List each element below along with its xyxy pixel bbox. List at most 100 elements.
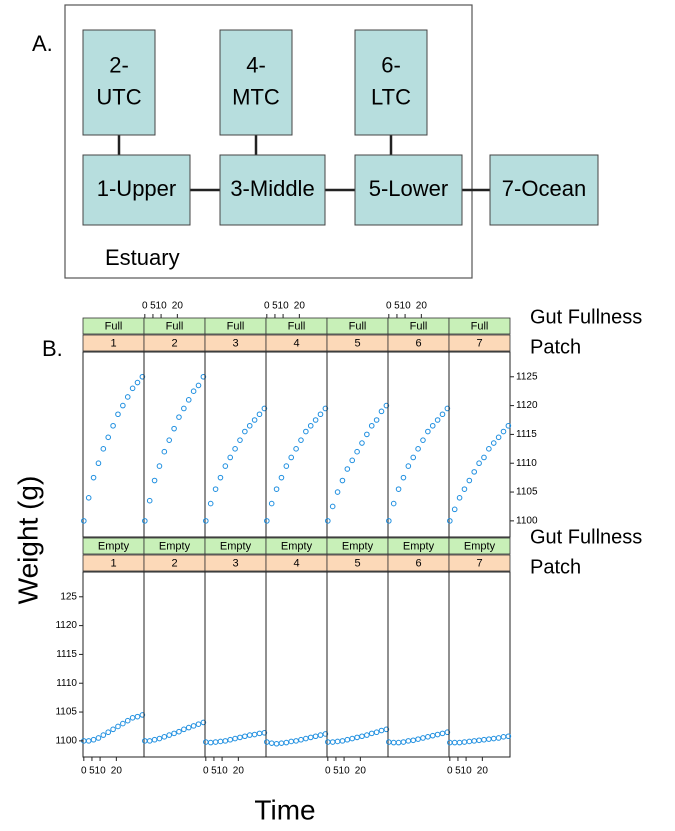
point <box>471 738 478 744</box>
strip-label: Empty <box>220 540 252 552</box>
node-label: 6- <box>381 52 401 77</box>
point <box>203 739 209 745</box>
point <box>439 411 446 418</box>
panel-label: B. <box>42 336 63 361</box>
point <box>378 727 385 734</box>
point <box>129 385 136 392</box>
strip-label: 6 <box>415 557 421 569</box>
node-label: 5-Lower <box>369 176 448 201</box>
strip-label: Empty <box>98 540 130 552</box>
point <box>364 732 370 738</box>
point <box>444 405 451 412</box>
point <box>505 733 512 740</box>
strip-label: Full <box>105 320 123 332</box>
point <box>364 431 370 438</box>
point <box>100 732 107 738</box>
point <box>451 739 458 746</box>
point <box>105 729 112 736</box>
point <box>339 738 346 744</box>
point <box>90 474 97 481</box>
point <box>200 719 207 726</box>
point <box>222 463 229 469</box>
point <box>386 739 392 745</box>
y-tick-label: 1105 <box>516 487 538 498</box>
point <box>495 735 502 741</box>
node-box <box>354 154 463 226</box>
point <box>185 724 192 731</box>
point <box>373 417 380 423</box>
diagram: A. Estuary 2- UTC 4- MTC 6- LTC 1-Upper 3-Middl… <box>32 4 599 279</box>
node-label: LTC <box>371 84 411 109</box>
connectors <box>117 135 490 192</box>
strip-label: 3 <box>232 337 238 349</box>
point <box>256 411 263 418</box>
point <box>156 735 163 742</box>
x-axis-label: Time <box>254 794 315 825</box>
strip-label: Full <box>471 320 489 332</box>
point <box>251 731 258 738</box>
point <box>303 428 309 435</box>
strip-label: Empty <box>159 540 191 552</box>
point <box>444 729 451 736</box>
strip-label: Full <box>227 320 245 332</box>
point <box>349 457 356 464</box>
y-tick-label: 125 <box>60 591 77 602</box>
point <box>373 729 380 736</box>
point <box>425 428 431 435</box>
point <box>195 382 202 389</box>
y-tick-label: 1100 <box>55 736 77 747</box>
strip-label: 4 <box>293 557 299 569</box>
point <box>312 417 319 423</box>
node-box <box>82 29 156 136</box>
point <box>383 726 390 733</box>
node-label: 4- <box>246 52 266 77</box>
strip-label: 5 <box>354 337 360 349</box>
point <box>151 736 158 743</box>
node-label: UTC <box>96 84 141 109</box>
panel-frame <box>448 351 511 538</box>
y-tick-label: 1115 <box>56 649 77 660</box>
node-box <box>354 29 428 136</box>
point <box>115 723 121 730</box>
point <box>120 402 126 409</box>
point <box>222 738 229 744</box>
point <box>212 739 219 745</box>
x-tick-label: 5 <box>455 766 461 777</box>
point <box>166 732 173 738</box>
x-tick-label: 5 <box>272 301 278 312</box>
strip-label: Empty <box>403 540 435 552</box>
point <box>161 448 168 455</box>
point <box>207 500 214 507</box>
x-tick-label: 20 <box>477 766 489 777</box>
point <box>176 414 182 420</box>
point <box>246 422 253 429</box>
strip-label: Empty <box>464 540 496 552</box>
point <box>200 373 207 380</box>
point <box>251 417 258 423</box>
point <box>505 422 512 429</box>
point <box>405 738 412 744</box>
point <box>85 495 92 501</box>
panel-frame <box>387 571 450 758</box>
point <box>461 739 468 745</box>
point <box>115 411 121 418</box>
point <box>325 739 331 745</box>
point <box>429 732 436 739</box>
point <box>456 739 463 746</box>
point <box>227 454 234 461</box>
point <box>390 739 397 746</box>
strip-label: 3 <box>232 557 238 569</box>
point <box>500 428 507 435</box>
point <box>368 422 375 429</box>
y-tick-label: 1105 <box>55 707 77 718</box>
point <box>85 738 92 744</box>
point <box>378 408 385 415</box>
strip-label: 1 <box>110 557 116 569</box>
strip-label: Empty <box>342 540 374 552</box>
y-tick-label: 1110 <box>516 458 537 469</box>
point <box>237 437 243 443</box>
y-tick-label: 1100 <box>516 516 538 527</box>
point <box>486 736 492 742</box>
point <box>354 448 360 455</box>
point <box>395 739 402 746</box>
